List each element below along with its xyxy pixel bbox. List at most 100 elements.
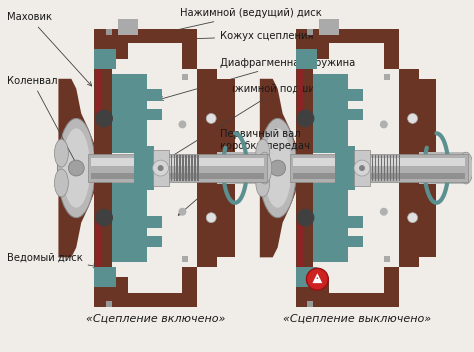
Bar	[292, 158, 465, 166]
Bar	[91, 158, 264, 166]
Polygon shape	[312, 273, 322, 283]
Bar	[308, 29, 313, 35]
Bar	[313, 29, 388, 43]
Bar	[182, 29, 197, 69]
Circle shape	[179, 120, 186, 128]
Bar	[217, 152, 265, 184]
Circle shape	[359, 165, 365, 171]
Ellipse shape	[55, 169, 68, 197]
Ellipse shape	[55, 139, 68, 167]
Bar	[313, 277, 329, 307]
Circle shape	[206, 213, 216, 222]
Bar	[106, 29, 112, 35]
Bar	[390, 155, 391, 181]
Bar	[118, 19, 138, 35]
Bar	[173, 155, 175, 181]
Circle shape	[408, 213, 418, 222]
Bar	[313, 153, 348, 183]
Text: Ведомый диск: Ведомый диск	[7, 252, 98, 268]
Circle shape	[95, 109, 113, 127]
Bar	[419, 152, 466, 184]
Polygon shape	[260, 79, 298, 257]
Bar	[188, 155, 190, 181]
Bar	[384, 74, 390, 80]
Bar	[197, 69, 217, 267]
Bar	[399, 79, 433, 93]
Bar	[94, 29, 112, 307]
Bar	[197, 244, 232, 257]
Bar	[396, 155, 397, 181]
Ellipse shape	[57, 119, 95, 218]
Bar	[313, 293, 388, 307]
Bar	[372, 155, 374, 181]
Text: Выжимной подшипник: Выжимной подшипник	[164, 84, 340, 161]
Bar	[354, 150, 370, 186]
Text: Диафрагменная пружина: Диафрагменная пружина	[159, 58, 356, 100]
Bar	[185, 155, 187, 181]
Bar	[399, 155, 400, 181]
Bar	[313, 74, 348, 262]
Polygon shape	[58, 79, 96, 257]
Bar	[393, 155, 394, 181]
Bar	[112, 235, 162, 247]
Bar	[384, 29, 399, 69]
Circle shape	[317, 277, 318, 279]
Bar	[197, 155, 199, 181]
Bar	[112, 108, 162, 120]
Bar	[95, 213, 102, 272]
Ellipse shape	[63, 128, 90, 208]
Ellipse shape	[259, 119, 297, 218]
Ellipse shape	[256, 169, 270, 197]
Bar	[94, 49, 116, 69]
Bar	[313, 108, 363, 120]
Bar	[134, 146, 154, 190]
Bar	[182, 267, 197, 307]
Text: Первичный вал
коробки передач: Первичный вал коробки передач	[178, 130, 310, 215]
Bar	[313, 29, 329, 59]
Ellipse shape	[459, 152, 473, 184]
Bar	[112, 153, 147, 183]
Bar	[399, 244, 433, 257]
Ellipse shape	[256, 139, 270, 167]
Bar	[112, 29, 186, 43]
Bar	[112, 89, 162, 101]
Bar	[95, 64, 102, 124]
Circle shape	[95, 209, 113, 227]
Bar	[112, 29, 128, 59]
Bar	[191, 155, 193, 181]
Bar	[384, 256, 390, 262]
Bar	[295, 29, 313, 307]
Bar	[91, 173, 264, 179]
Bar	[182, 74, 188, 80]
Circle shape	[270, 160, 286, 176]
Text: Коленвал: Коленвал	[7, 76, 80, 170]
Bar	[375, 155, 376, 181]
Text: Маховик: Маховик	[7, 12, 91, 86]
Bar	[381, 155, 383, 181]
Bar	[176, 155, 178, 181]
Bar	[387, 155, 388, 181]
Bar	[112, 293, 186, 307]
Bar	[297, 213, 303, 272]
Text: Кожух сцепления: Кожух сцепления	[187, 31, 314, 41]
Bar	[171, 155, 172, 181]
Bar	[112, 74, 147, 262]
Bar	[153, 150, 169, 186]
Bar	[378, 155, 379, 181]
Bar	[313, 89, 363, 101]
Bar	[384, 267, 399, 307]
Circle shape	[307, 268, 328, 290]
Bar	[180, 155, 181, 181]
Bar	[297, 64, 303, 124]
Bar	[112, 216, 162, 228]
Bar	[197, 79, 232, 93]
Bar	[182, 155, 184, 181]
Circle shape	[408, 113, 418, 124]
Circle shape	[153, 160, 169, 176]
Bar	[335, 146, 355, 190]
Bar	[295, 267, 318, 287]
Circle shape	[297, 209, 314, 227]
Circle shape	[206, 113, 216, 124]
Bar	[290, 154, 468, 182]
Ellipse shape	[258, 152, 272, 184]
